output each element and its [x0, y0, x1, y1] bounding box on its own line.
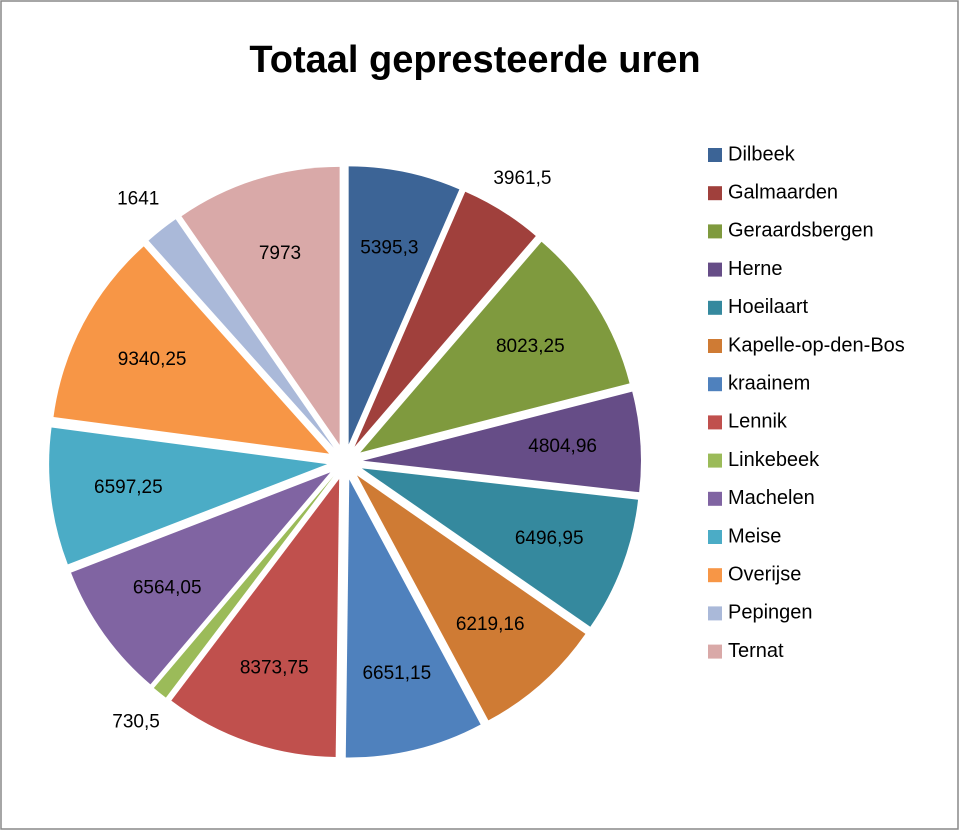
data-label: 6564,05: [133, 577, 202, 598]
pie-slice: [49, 427, 328, 565]
legend-label: Geraardsbergen: [728, 220, 874, 242]
pie-slice: [53, 246, 330, 454]
pie-slice: [153, 476, 334, 698]
legend-label: Machelen: [728, 487, 815, 509]
legend-swatch: [708, 415, 722, 430]
pie-slice: [345, 479, 481, 758]
legend-label: Herne: [728, 258, 782, 280]
legend-label: Hoeilaart: [728, 296, 808, 318]
legend-swatch: [708, 491, 722, 506]
data-label: 5395,3: [360, 237, 418, 258]
pie-slice: [356, 475, 586, 721]
legend-label: Galmaarden: [728, 181, 838, 203]
legend-label: kraainem: [728, 372, 810, 394]
legend-swatch: [708, 530, 722, 544]
pie-slice: [148, 219, 334, 448]
data-label: 9340,25: [118, 349, 187, 370]
data-label: 730,5: [112, 712, 160, 733]
pie-slice: [354, 191, 536, 447]
pie-slice: [362, 391, 641, 493]
legend-swatch: [708, 300, 722, 315]
legend-swatch: [708, 224, 722, 239]
legend-swatch: [708, 148, 722, 162]
data-label: 4804,96: [528, 436, 597, 457]
data-label: 1641: [117, 189, 159, 210]
legend-label: Dilbeek: [728, 143, 796, 165]
legend-label: Overijse: [728, 563, 801, 585]
legend-swatch: [708, 377, 722, 392]
pie-slice: [360, 241, 630, 453]
legend-swatch: [708, 186, 722, 201]
pie-slice: [181, 166, 340, 445]
data-label: 6219,16: [456, 614, 525, 635]
legend-swatch: [708, 339, 722, 353]
pie-slice: [171, 479, 340, 758]
legend-label: Lennik: [728, 411, 788, 433]
data-label: 8023,25: [496, 336, 565, 357]
data-label: 7973: [259, 243, 301, 264]
legend-label: Ternat: [728, 640, 784, 662]
data-label: 3961,5: [493, 168, 551, 189]
legend-label: Pepingen: [728, 602, 813, 624]
pie-slice: [361, 468, 639, 627]
chart-title: Totaal gepresteerde uren: [249, 39, 700, 81]
pie-slice: [71, 472, 331, 685]
legend-label: Meise: [728, 525, 781, 547]
data-label: 8373,75: [240, 657, 309, 678]
legend-label: Kapelle-op-den-Bos: [728, 334, 905, 356]
pie-slice: [348, 166, 460, 445]
legend-label: Linkebeek: [728, 449, 820, 471]
data-label: 6597,25: [94, 477, 163, 498]
data-label: 6651,15: [362, 663, 431, 684]
legend-swatch: [708, 644, 722, 659]
legend-swatch: [708, 568, 722, 583]
legend-swatch: [708, 262, 722, 277]
legend-swatch: [708, 606, 722, 621]
legend-swatch: [708, 453, 722, 468]
data-label: 6496,95: [515, 528, 584, 549]
